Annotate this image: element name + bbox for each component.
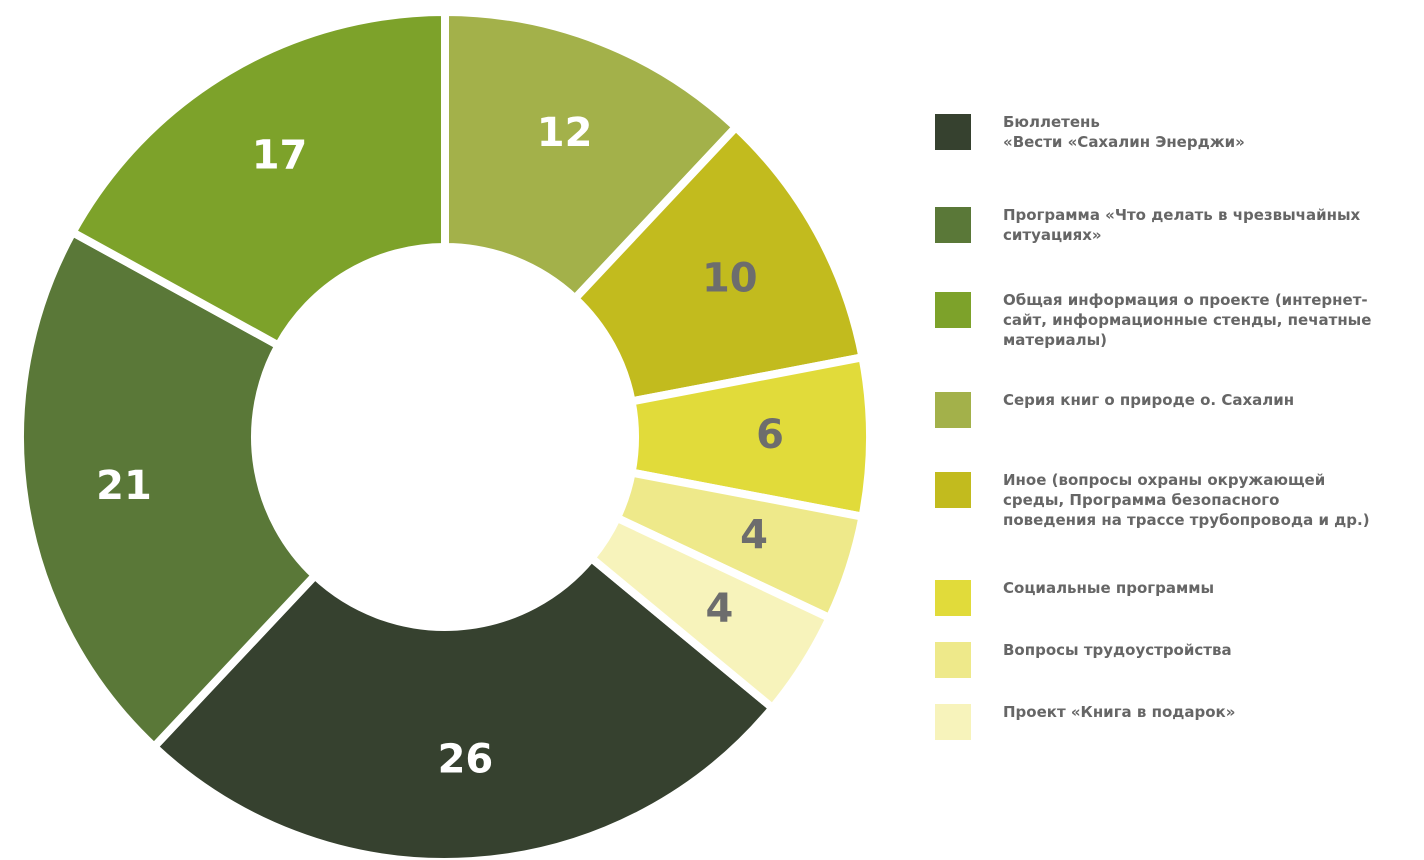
legend-label: Проект «Книга в подарок» (1003, 703, 1236, 721)
value-label: 21 (96, 463, 152, 509)
legend-label: Программа «Что делать в чрезвычайных сит… (1003, 206, 1361, 244)
legend-item: Вопросы трудоустройства (935, 640, 1424, 680)
legend-label: Общая информация о проекте (интернет- са… (1003, 291, 1372, 349)
legend-label: Иное (вопросы охраны окружающей среды, П… (1003, 471, 1370, 529)
legend-label: Социальные программы (1003, 579, 1215, 597)
value-label: 17 (252, 132, 308, 178)
legend-item: Серия книг о природе о. Сахалин (935, 390, 1424, 430)
legend-item: Программа «Что делать в чрезвычайных сит… (935, 205, 1424, 245)
value-label: 4 (740, 512, 768, 558)
legend-label: Вопросы трудоустройства (1003, 641, 1232, 659)
value-label: 4 (705, 586, 733, 632)
legend-swatch (935, 580, 971, 616)
donut-slice (148, 552, 779, 860)
legend-label: Серия книг о природе о. Сахалин (1003, 391, 1295, 409)
value-label: 10 (702, 255, 758, 301)
donut-slice (585, 512, 835, 714)
legend-swatch (935, 114, 971, 150)
donut-slice (16, 226, 321, 753)
value-label: 12 (537, 110, 593, 156)
legend-swatch (935, 392, 971, 428)
donut-slice (441, 7, 742, 305)
legend-swatch (935, 642, 971, 678)
legend-swatch (935, 292, 971, 328)
legend-swatch (935, 207, 971, 243)
donut-slice (67, 7, 449, 351)
legend-label: Бюллетень «Вести «Сахалин Энерджи» (1003, 113, 1245, 151)
legend-item: Иное (вопросы охраны окружающей среды, П… (935, 470, 1424, 529)
legend-item: Социальные программы (935, 578, 1424, 618)
value-label: 26 (438, 736, 494, 782)
value-label: 6 (756, 412, 784, 458)
legend-swatch (935, 472, 971, 508)
donut-slice (569, 121, 868, 407)
legend-item: Бюллетень «Вести «Сахалин Энерджи» (935, 112, 1424, 152)
legend-item: Общая информация о проекте (интернет- са… (935, 290, 1424, 349)
legend-swatch (935, 704, 971, 740)
legend-item: Проект «Книга в подарок» (935, 702, 1424, 742)
